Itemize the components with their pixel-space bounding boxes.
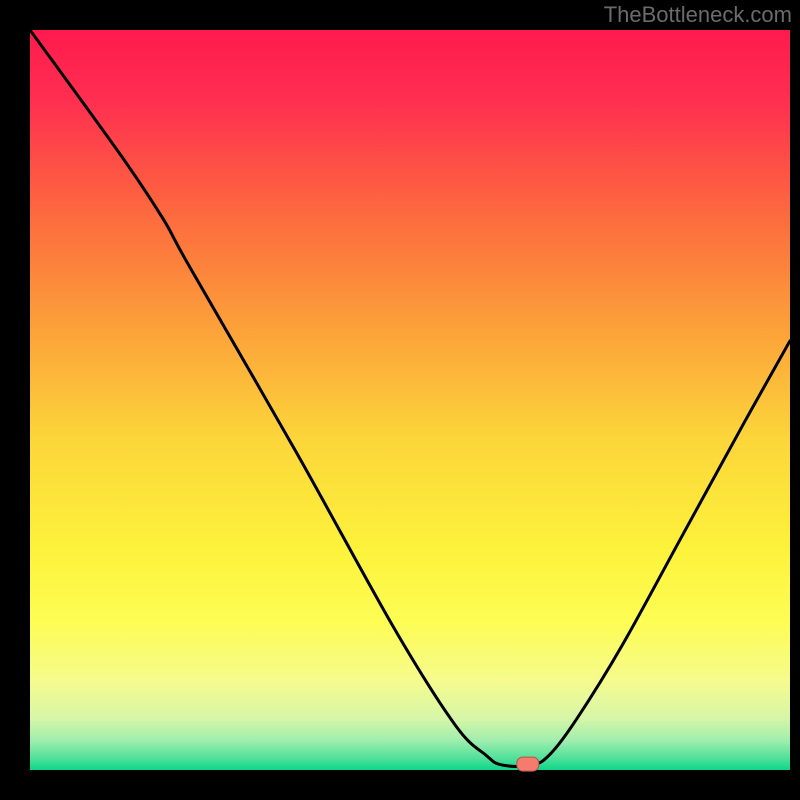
optimal-point-marker xyxy=(517,757,539,771)
chart-container: TheBottleneck.com xyxy=(0,0,800,800)
bottleneck-curve-chart xyxy=(0,0,800,800)
chart-plot-background xyxy=(30,30,790,770)
watermark-text: TheBottleneck.com xyxy=(604,2,792,28)
